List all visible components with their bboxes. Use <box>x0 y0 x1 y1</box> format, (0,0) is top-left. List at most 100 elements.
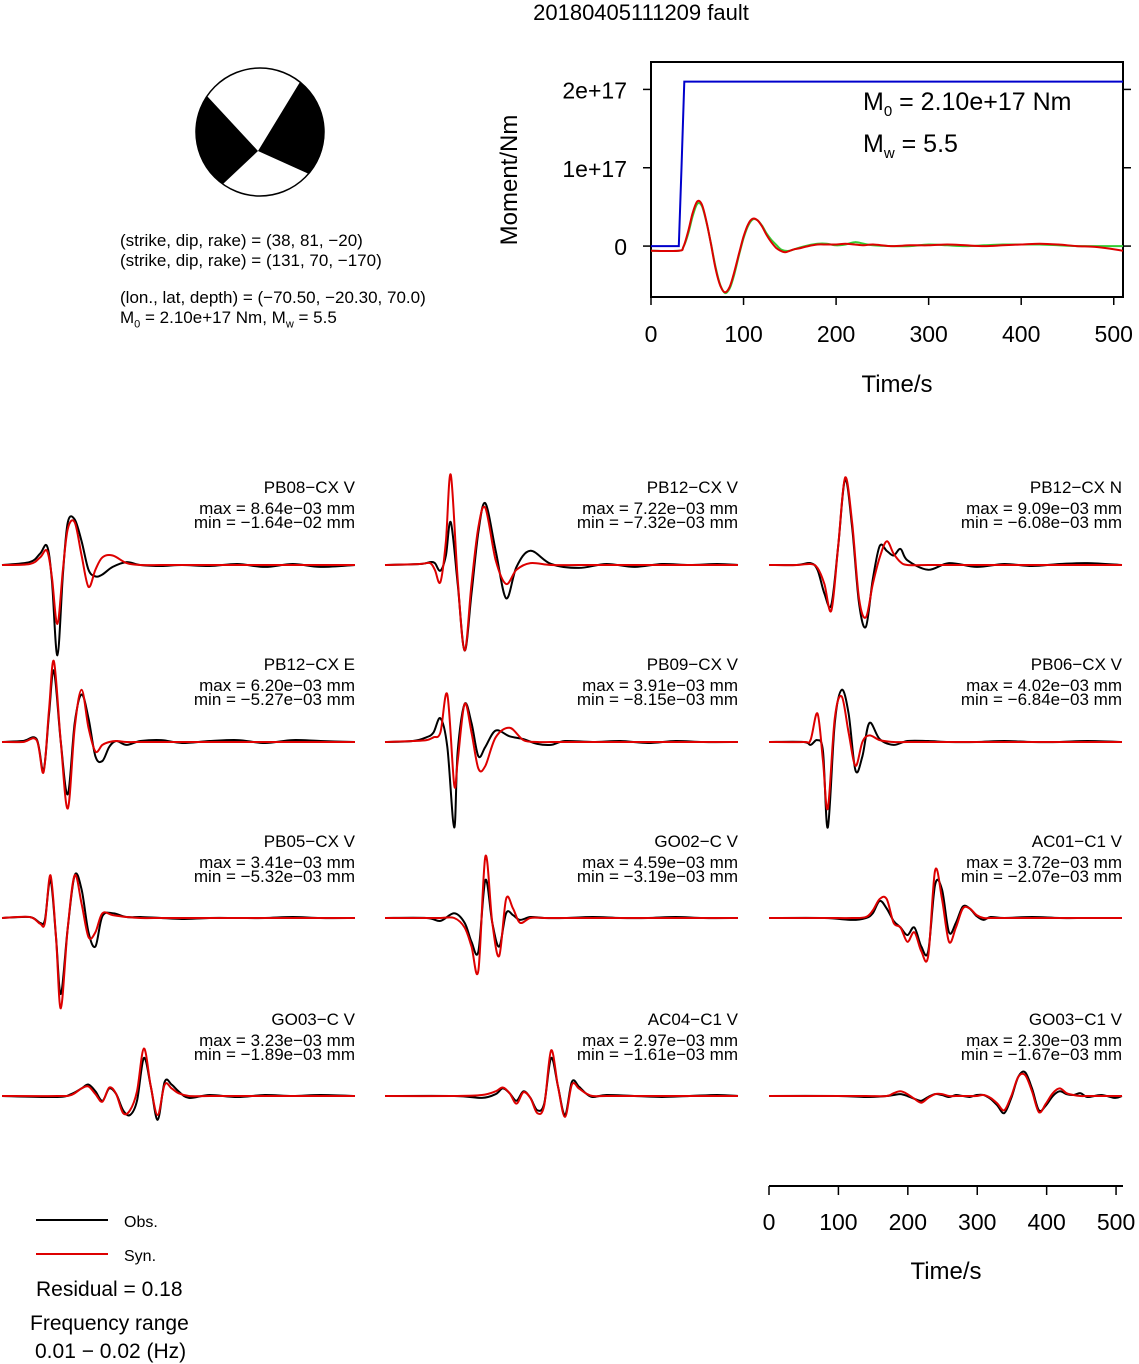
beachball-compression-left <box>196 96 258 184</box>
syn-trace <box>768 476 1122 619</box>
moment-x-tick-label: 100 <box>724 321 762 347</box>
legend: Obs. Syn. <box>36 1214 158 1265</box>
syn-trace <box>768 694 1122 811</box>
station-max: max = 4.59e−03 mm <box>582 853 738 872</box>
moment-y-tick-label: 2e+17 <box>562 77 627 103</box>
moment-y-axis-label: Moment/Nm <box>496 115 523 246</box>
station-name: PB05−CX V <box>264 832 356 851</box>
syn-trace <box>384 1049 738 1118</box>
syn-trace <box>1 1047 355 1117</box>
wave-x-tick-label: 400 <box>1027 1209 1065 1235</box>
syn-trace <box>769 867 1122 963</box>
beachball-compression-right <box>258 82 325 174</box>
moment-y-tick-label: 1e+17 <box>562 156 627 182</box>
station-max: max = 3.72e−03 mm <box>966 853 1122 872</box>
station-name: PB12−CX V <box>647 478 739 497</box>
station-max: max = 8.64e−03 mm <box>199 499 355 518</box>
page-title: 20180405111209 fault <box>533 0 749 25</box>
station-min: min = −1.89e−03 mm <box>194 1045 355 1064</box>
wave-x-tick-label: 300 <box>958 1209 996 1235</box>
station-min: min = −6.84e−03 mm <box>961 690 1122 709</box>
legend-syn-label: Syn. <box>124 1248 156 1265</box>
nodal-plane-1: (strike, dip, rake) = (38, 81, −20) <box>120 231 363 250</box>
wave-x-tick-label: 500 <box>1097 1209 1135 1235</box>
station-min: min = −5.27e−03 mm <box>194 690 355 709</box>
moment-x-tick-label: 400 <box>1002 321 1040 347</box>
station-name: PB12−CX N <box>1030 478 1122 497</box>
station-name: GO03−C1 V <box>1029 1010 1123 1029</box>
beachball-diagram <box>195 67 325 197</box>
station-name: PB06−CX V <box>1031 655 1123 674</box>
obs-trace <box>1 515 356 657</box>
station-min: min = −5.32e−03 mm <box>194 867 355 886</box>
syn-trace <box>384 692 738 789</box>
station-max: max = 4.02e−03 mm <box>966 676 1122 695</box>
station-max: max = 3.41e−03 mm <box>199 853 355 872</box>
obs-trace <box>768 1070 1123 1115</box>
moment-x-axis-label: Time/s <box>861 371 932 398</box>
obs-trace <box>1 1056 356 1121</box>
station-min: min = −3.19e−03 mm <box>577 867 738 886</box>
station-min: min = −6.08e−03 mm <box>961 513 1122 532</box>
frequency-title: Frequency range <box>30 1312 189 1335</box>
moment-x-tick-label: 500 <box>1095 321 1133 347</box>
station-max: max = 2.97e−03 mm <box>582 1031 738 1050</box>
station-name: GO02−C V <box>654 832 738 851</box>
mw-annotation: Mw = 5.5 <box>863 130 958 162</box>
syn-trace <box>385 854 738 975</box>
obs-trace <box>384 702 739 829</box>
wave-x-axis-label: Time/s <box>910 1258 981 1285</box>
station-max: max = 3.23e−03 mm <box>199 1031 355 1050</box>
frequency-range: 0.01 − 0.02 (Hz) <box>35 1340 187 1363</box>
residual-text: Residual = 0.18 <box>36 1278 183 1301</box>
station-name: AC04−C1 V <box>648 1010 739 1029</box>
station-name: AC01−C1 V <box>1032 832 1123 851</box>
wave-x-tick-label: 100 <box>819 1209 857 1235</box>
syn-trace <box>768 1072 1122 1114</box>
moment-text: M0 = 2.10e+17 Nm Mw = 5.5 <box>863 86 1071 170</box>
moment-chart: 0 100 200 300 400 500 0 1e+17 2e+17 Time/s Moment/… <box>496 61 1133 398</box>
station-name: GO03−C V <box>271 1010 355 1029</box>
station-min: min = −8.15e−03 mm <box>577 690 738 709</box>
station-max: max = 7.22e−03 mm <box>582 499 738 518</box>
station-name: PB09−CX V <box>647 655 739 674</box>
location-line: (lon., lat, depth) = (−70.50, −20.30, 70… <box>120 288 426 307</box>
syn-trace <box>1 659 355 810</box>
station-min: min = −1.67e−03 mm <box>961 1045 1122 1064</box>
station-min: min = −1.64e−02 mm <box>194 513 355 532</box>
station-name: PB12−CX E <box>264 655 355 674</box>
moment-series-cumulative-moment <box>651 80 1123 248</box>
syn-trace <box>1 873 355 1010</box>
moment-magnitude-line: M0 = 2.10e+17 Nm, Mw = 5.5 <box>120 308 337 331</box>
syn-trace <box>384 473 738 652</box>
wave-x-tick-label: 0 <box>763 1209 776 1235</box>
moment-plot-frame <box>650 61 1124 298</box>
moment-y-tick-label: 0 <box>614 234 627 260</box>
station-min: min = −2.07e−03 mm <box>961 867 1122 886</box>
station-max: max = 2.30e−03 mm <box>966 1031 1122 1050</box>
obs-trace <box>384 501 739 652</box>
station-min: min = −7.32e−03 mm <box>577 513 738 532</box>
nodal-plane-2: (strike, dip, rake) = (131, 70, −170) <box>120 251 382 270</box>
moment-x-tick-label: 0 <box>645 321 658 347</box>
wave-x-tick-label: 200 <box>889 1209 927 1235</box>
station-name: PB08−CX V <box>264 478 356 497</box>
moment-series-red <box>650 199 1124 294</box>
station-min: min = −1.61e−03 mm <box>577 1045 738 1064</box>
moment-x-tick-label: 300 <box>909 321 947 347</box>
moment-x-tick-label: 200 <box>817 321 855 347</box>
m0-annotation: M0 = 2.10e+17 Nm <box>863 88 1072 120</box>
